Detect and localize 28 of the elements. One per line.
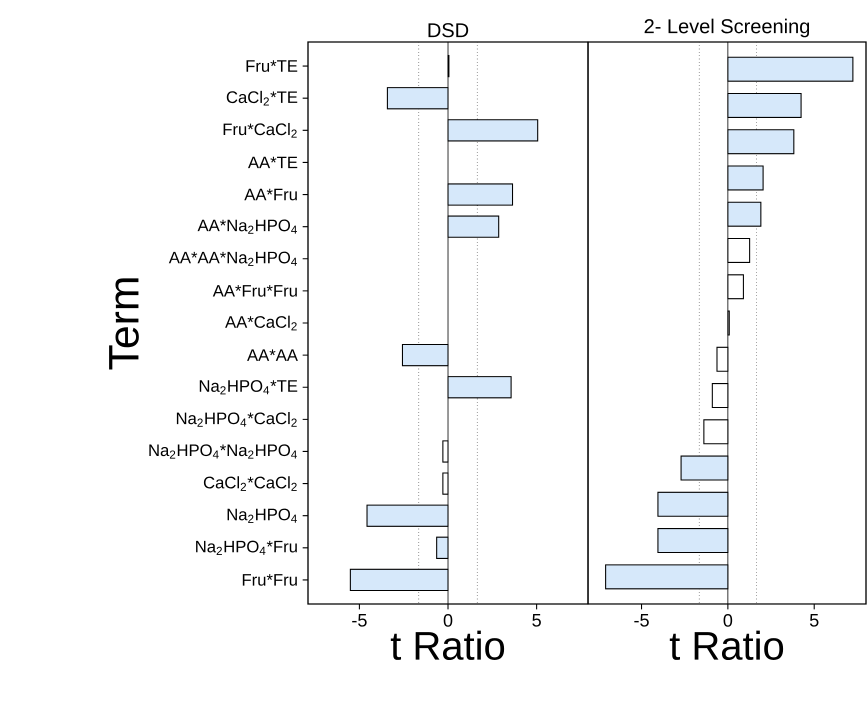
y-tick-label: AA*Fru: [244, 188, 297, 200]
x-tick-label: 0: [444, 614, 452, 627]
y-tick-label: Na$_{2}$HPO$_{4}$*TE: [200, 380, 298, 394]
y-tick-label: Fru*CaCl$_{2}$: [224, 122, 297, 138]
y-axis-title: Term: [109, 278, 139, 370]
y-tick-label: Na$_{2}$HPO$_{4}$: [228, 508, 297, 523]
y-tick-label: Na$_{2}$HPO$_{4}$*Fru: [196, 540, 297, 555]
y-tick-label: CaCl$_{2}$*TE: [226, 90, 298, 106]
y-tick-label: AA*Fru*Fru: [212, 285, 297, 297]
y-tick-label: Fru*Fru: [242, 574, 297, 586]
x-tick-label: -5: [352, 614, 367, 627]
y-tick-label: Na$_{2}$HPO$_{4}$*CaCl$_{2}$: [176, 412, 297, 427]
y-tick-label: Na$_{2}$HPO$_{4}$*Na$_{2}$HPO$_{4}$: [149, 444, 297, 459]
x-tick-label: 5: [532, 614, 541, 627]
x-tick-label: -5: [634, 614, 649, 627]
x-axis-title: t Ratio: [390, 630, 504, 660]
chart-title: DSD: [428, 23, 468, 38]
y-tick-label: AA*AA*Na$_{2}$HPO$_{4}$: [168, 252, 297, 266]
x-tick-label: 5: [810, 614, 818, 627]
y-tick-label: AA*AA: [247, 349, 298, 361]
chart-title: 2- Level Screening: [644, 18, 810, 38]
y-tick-label: AA*Na$_{2}$HPO$_{4}$: [198, 220, 297, 234]
y-tick-label: AA*CaCl$_{2}$: [225, 316, 297, 330]
y-tick-label: Fru*TE: [246, 60, 298, 72]
y-tick-label: AA*TE: [248, 156, 298, 168]
x-tick-label: 0: [724, 614, 732, 627]
y-tick-label: CaCl$_{2}$*CaCl$_{2}$: [204, 476, 297, 491]
x-axis-title: t Ratio: [670, 630, 784, 660]
